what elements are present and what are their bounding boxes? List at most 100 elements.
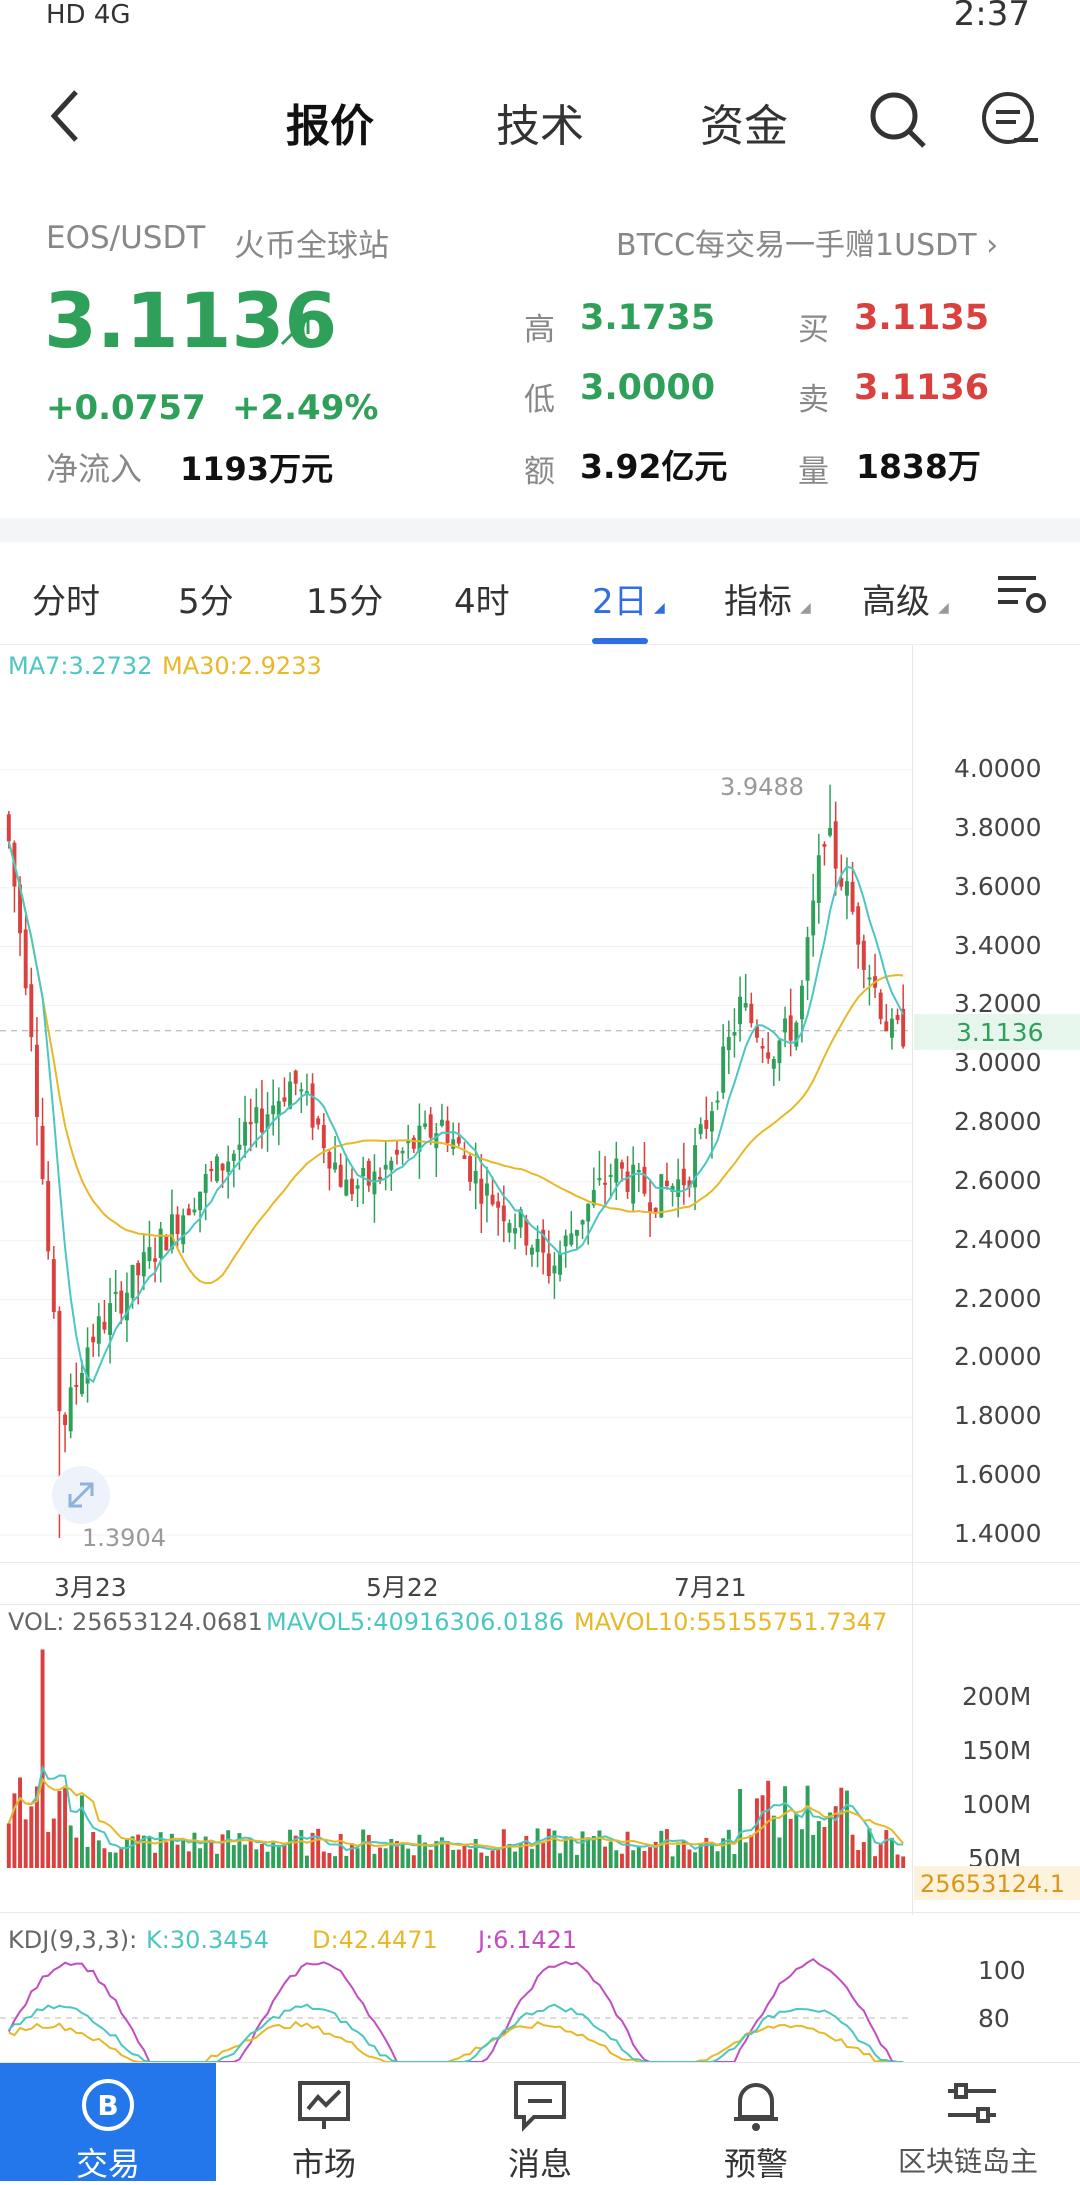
back-icon[interactable]	[50, 88, 80, 148]
candlestick-chart[interactable]	[0, 700, 1080, 1580]
volume-bar	[57, 1791, 62, 1868]
tf-advanced[interactable]: 高级	[862, 582, 930, 622]
exchange-name: 火币全球站	[234, 228, 389, 264]
candle	[586, 1203, 591, 1245]
volume-bar	[164, 1842, 169, 1868]
candle	[698, 1117, 703, 1140]
tab-quote[interactable]: 报价	[286, 101, 374, 152]
vol-tick-label: 100M	[962, 1790, 1032, 1819]
volume-bar	[130, 1836, 135, 1868]
volume-bar	[288, 1829, 293, 1868]
candle	[85, 1327, 90, 1403]
current-volume-tag: 25653124.1	[914, 1866, 1080, 1900]
candle	[524, 1214, 529, 1256]
candle	[304, 1073, 309, 1106]
candle	[603, 1156, 608, 1205]
candle	[878, 989, 883, 1025]
volume-bar	[777, 1837, 782, 1868]
volume-bar	[434, 1841, 439, 1868]
candle	[867, 964, 872, 1006]
candle	[659, 1173, 664, 1219]
bottom-nav-market[interactable]: 市场	[216, 2063, 432, 2183]
buy-value: 3.1135	[854, 298, 990, 338]
search-icon[interactable]	[868, 90, 928, 154]
candle	[828, 784, 833, 838]
volume-bar	[417, 1834, 422, 1868]
volume-bar	[141, 1835, 146, 1868]
volume-bar	[51, 1818, 56, 1868]
network-indicator: HD 4G	[46, 0, 131, 30]
candle	[254, 1088, 259, 1148]
candle	[681, 1142, 686, 1205]
candle	[209, 1160, 214, 1182]
candle	[563, 1229, 568, 1268]
volume-bar	[670, 1856, 675, 1868]
volume-bar	[614, 1850, 619, 1868]
candle	[63, 1412, 68, 1453]
candle	[839, 854, 844, 891]
volume-bar	[96, 1840, 101, 1868]
mavol10-line	[7, 1777, 904, 1850]
volume-bar	[591, 1836, 596, 1868]
bottom-nav-settings[interactable]	[864, 2063, 1080, 2181]
candle	[743, 973, 748, 1011]
bottom-nav-messages[interactable]: 消息	[432, 2063, 648, 2183]
candle	[861, 934, 866, 989]
candle	[338, 1153, 343, 1188]
kdj-tick-label: 80	[978, 2004, 1010, 2033]
tf-2day[interactable]: 2日	[592, 582, 648, 622]
expand-chart-icon[interactable]	[52, 1466, 110, 1524]
volume-bar	[844, 1790, 849, 1868]
volume-bar	[147, 1836, 152, 1868]
volume-bar	[113, 1852, 118, 1868]
tf-5min[interactable]: 5分	[178, 582, 234, 622]
vol-legend: VOL: 25653124.0681	[8, 1608, 263, 1636]
tf-timeshare[interactable]: 分时	[32, 582, 100, 622]
chat-icon[interactable]	[980, 90, 1040, 154]
volume-bar	[237, 1833, 242, 1868]
bottom-nav-alerts[interactable]: 预警	[648, 2063, 864, 2183]
candle	[344, 1154, 349, 1197]
volume-bar	[428, 1849, 433, 1868]
candle	[535, 1225, 540, 1268]
candle	[91, 1323, 96, 1357]
volume-bar	[794, 1813, 799, 1868]
volume-bar	[754, 1798, 759, 1868]
candle	[822, 841, 827, 866]
current-volume-tag-label: 25653124.1	[920, 1870, 1066, 1898]
volume-bar	[698, 1843, 703, 1868]
tf-indicators[interactable]: 指标	[724, 582, 792, 622]
bottom-nav-trade[interactable]: B 交易	[0, 2063, 216, 2183]
kdj-j-legend: J:6.1421	[478, 1926, 578, 1954]
tab-funds[interactable]: 资金	[700, 101, 788, 152]
volume-bar	[169, 1833, 174, 1868]
message-icon	[514, 2081, 566, 2132]
volume-bar	[524, 1835, 529, 1868]
tf-4hour[interactable]: 4时	[454, 582, 510, 622]
promo-link[interactable]: BTCC每交易一手赠1USDT ›	[616, 220, 998, 264]
volume-bar	[766, 1780, 771, 1868]
volume-bar	[873, 1856, 878, 1868]
candle	[423, 1110, 428, 1130]
candle	[754, 1019, 759, 1043]
candle	[473, 1142, 478, 1210]
tab-technical[interactable]: 技术	[496, 101, 584, 152]
section-divider	[0, 518, 1080, 542]
candle	[108, 1277, 113, 1364]
candle	[513, 1213, 518, 1250]
candle	[721, 1024, 726, 1099]
candle	[349, 1168, 354, 1201]
candle	[805, 926, 810, 1001]
bottom-nav-label: 市场	[291, 2145, 356, 2183]
bottom-nav: B 交易 市场 消息 预警	[0, 2062, 1080, 2183]
volume-bar	[541, 1842, 546, 1868]
volume-bar	[389, 1838, 394, 1868]
volume-bar	[704, 1837, 709, 1868]
x-tick-label: 3月23	[54, 1573, 127, 1602]
tf-15min[interactable]: 15分	[306, 582, 384, 622]
vol-bottom-divider	[0, 1912, 1080, 1913]
candle	[46, 1161, 51, 1260]
candle	[777, 1038, 782, 1081]
volume-bar	[259, 1843, 264, 1868]
chart-settings-icon[interactable]	[996, 572, 1048, 620]
